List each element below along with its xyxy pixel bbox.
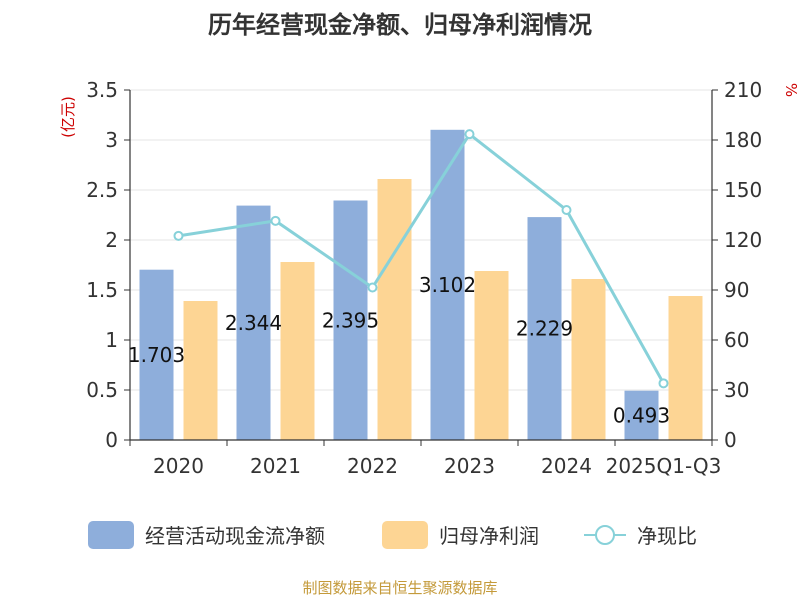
left-axis-tick-label: 0 [105, 428, 118, 452]
bar-cash-flow [333, 200, 368, 440]
right-axis-tick-label: 0 [724, 428, 737, 452]
line-series [173, 129, 669, 389]
line-point [173, 230, 184, 241]
left-axis-tick-label: 0.5 [86, 378, 118, 402]
legend-label: 经营活动现金流净额 [145, 524, 325, 548]
right-axis-tick-label: 180 [724, 128, 762, 152]
x-axis-tick-label: 2020 [153, 454, 204, 478]
source-note: 制图数据来自恒生聚源数据库 [302, 579, 497, 597]
x-axis-tick-label: 2022 [347, 454, 398, 478]
grid-lines [130, 89, 712, 391]
legend-marker [595, 525, 615, 545]
left-axis-tick-label: 3.5 [86, 78, 118, 102]
right-axis-tick-label: 60 [724, 328, 749, 352]
bar-net-profit [377, 179, 412, 440]
right-axis-tick-label: 30 [724, 378, 749, 402]
x-axis-tick-label: 2025Q1-Q3 [606, 454, 722, 478]
line-net-cash-ratio [178, 131, 665, 385]
bar-data-label: 2.229 [516, 317, 573, 341]
right-axis-unit-label: % [782, 83, 800, 97]
left-axis-tick-label: 2.5 [86, 178, 118, 202]
legend-label: 归母净利润 [439, 524, 539, 548]
line-point [561, 205, 572, 215]
x-axis-tick-label: 2021 [250, 454, 301, 478]
left-axis-tick-label: 3 [105, 128, 118, 152]
legend-swatch [88, 521, 134, 549]
legend-swatch [382, 521, 428, 549]
bar-data-label: 0.493 [613, 403, 670, 427]
bar-data-label: 3.102 [419, 273, 476, 297]
bar-data-label: 2.344 [225, 311, 282, 335]
left-axis-unit-label: (亿元) [59, 96, 77, 138]
data-labels: 1.703 2.344 2.395 3.102 2.229 0.493 [128, 273, 670, 427]
line-point [658, 378, 669, 389]
line-point [367, 282, 378, 293]
bar-cash-flow [527, 217, 562, 440]
x-axis-tick-label: 2023 [444, 454, 495, 478]
right-axis-tick-label: 90 [724, 278, 749, 302]
bar-data-label: 1.703 [128, 343, 185, 367]
bar-cash-flow [139, 269, 174, 440]
x-axis-tick-label: 2024 [541, 454, 592, 478]
legend: 经营活动现金流净额 归母净利润 净现比 [88, 521, 697, 549]
bar-cash-flow [430, 129, 465, 441]
bar-net-profit [668, 296, 703, 440]
right-axis-tick-label: 120 [724, 228, 762, 252]
bar-data-label: 2.395 [322, 308, 379, 332]
legend-label: 净现比 [637, 524, 697, 548]
line-point [464, 129, 475, 140]
chart-title: 历年经营现金净额、归母净利润情况 [208, 11, 592, 39]
right-axis-tick-label: 150 [724, 178, 762, 202]
bar-cash-flow [236, 205, 271, 440]
left-axis-tick-label: 2 [105, 228, 118, 252]
bar-net-profit [183, 301, 218, 440]
axes: 0 0.5 1 1.5 2 2.5 3 3.5 0 30 60 90 120 150 180 210 2020 2… [86, 78, 762, 478]
left-axis-tick-label: 1 [105, 328, 118, 352]
bar-net-profit [571, 279, 606, 440]
bar-marks [139, 129, 703, 441]
line-point [270, 215, 281, 226]
bar-cash-flow [624, 390, 659, 440]
bar-net-profit [280, 262, 315, 440]
left-axis-tick-label: 1.5 [86, 278, 118, 302]
bar-net-profit [474, 271, 509, 440]
right-axis-tick-label: 210 [724, 78, 762, 102]
